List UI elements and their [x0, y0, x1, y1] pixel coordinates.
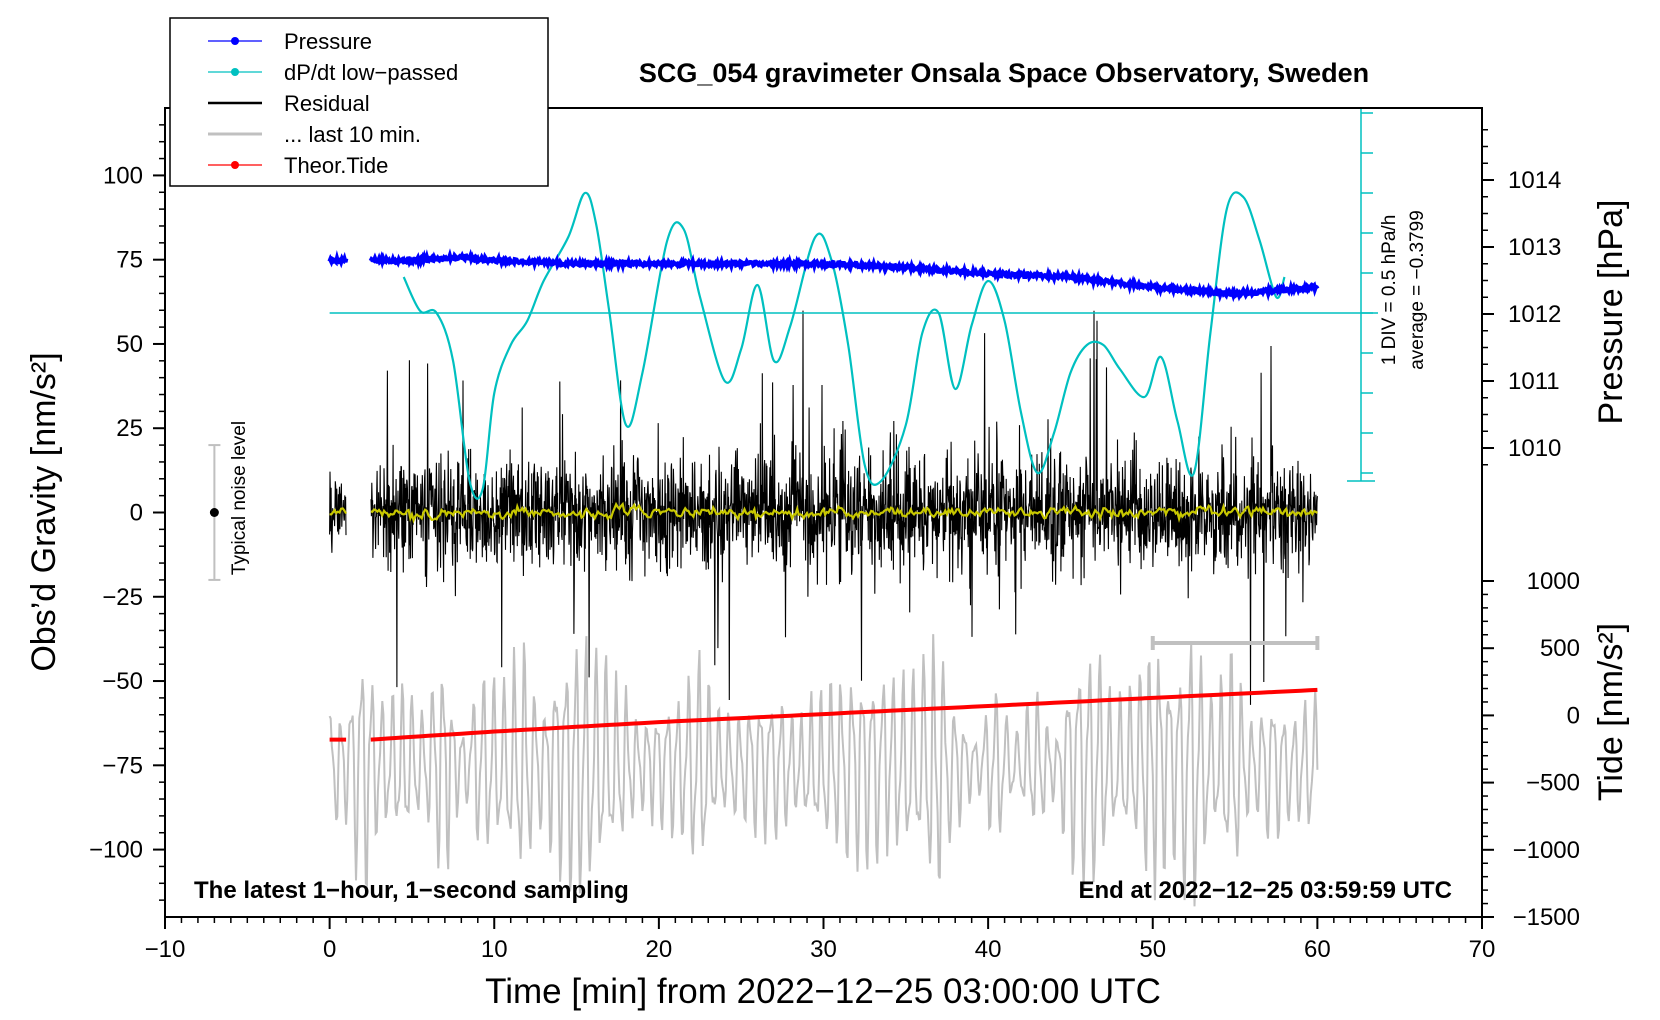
x-tick-label: 40 [975, 936, 1002, 963]
legend-label: Pressure [284, 29, 372, 54]
y-tick-label: −75 [102, 752, 143, 779]
pressure-tick-label: 1013 [1508, 234, 1561, 261]
legend-marker [231, 37, 239, 45]
dpdt-average-label: average = −0.3799 [1407, 210, 1428, 370]
legend-marker [231, 68, 239, 76]
y-tick-label: 100 [103, 162, 143, 189]
tide-tick-label: −1000 [1513, 837, 1580, 864]
last-10-min-series-line [328, 634, 1319, 907]
y-tick-label: −100 [89, 837, 143, 864]
x-tick-label: 30 [810, 936, 837, 963]
y-axis-label-gravity: Obs’d Gravity [nm/s²] [25, 352, 63, 671]
annotation-latest-sampling: The latest 1−hour, 1−second sampling [194, 877, 629, 904]
pressure-series-line [327, 248, 1320, 303]
chart-title: SCG_054 gravimeter Onsala Space Observat… [639, 58, 1369, 88]
tide-tick-label: 0 [1567, 702, 1580, 729]
residual-series-group [329, 310, 1318, 705]
last-10-min-series-group [328, 634, 1319, 907]
y-tick-label: 0 [130, 500, 143, 527]
residual-smoothed-line [329, 501, 1318, 524]
dpdt-series-line [402, 191, 1286, 500]
typical-noise-bar [208, 444, 221, 581]
residual-smoothed-series-group [329, 501, 1318, 524]
annotation-end-time: End at 2022−12−25 03:59:59 UTC [1078, 877, 1452, 904]
legend-label: Theor.Tide [284, 153, 388, 178]
pressure-tick-label: 1012 [1508, 301, 1561, 328]
last-10-min-bar [1150, 636, 1320, 650]
pressure-tick-label: 1011 [1508, 368, 1560, 395]
y-tick-label: 25 [116, 415, 143, 442]
x-tick-label: 20 [646, 936, 673, 963]
x-axis-label: Time [min] from 2022−12−25 03:00:00 UTC [485, 972, 1161, 1011]
axis-ticks: −10 0 10 20 30 40 50 60 701007550250−25−50−75−10… [89, 124, 1580, 963]
legend-label: dP/dt low−passed [284, 60, 458, 85]
residual-series-line [329, 310, 1318, 705]
dpdt-scale-axis [1347, 108, 1375, 482]
y-tick-label: 75 [116, 247, 143, 274]
series-lines-group [327, 191, 1378, 742]
x-tick-label: 70 [1469, 936, 1496, 963]
pressure-tick-label: 1014 [1508, 167, 1561, 194]
tide-tick-label: −1500 [1513, 904, 1580, 931]
y-tick-label: 50 [116, 331, 143, 358]
x-tick-label: 10 [481, 936, 508, 963]
legend-marker [231, 161, 239, 169]
tide-tick-label: 500 [1540, 635, 1580, 662]
x-tick-label: 60 [1304, 936, 1331, 963]
tide-tick-label: 1000 [1527, 568, 1580, 595]
legend: Pressure dP/dt low−passed Residual ... last… [169, 17, 549, 187]
legend-label: ... last 10 min. [284, 122, 421, 147]
noise-bar-dot [209, 508, 219, 517]
y-tick-label: −25 [102, 584, 143, 611]
x-tick-label: 0 [323, 936, 336, 963]
legend-label: Residual [284, 91, 370, 116]
tide-tick-label: −500 [1526, 770, 1580, 797]
dpdt-scale-label: 1 DIV = 0.5 hPa/h [1379, 215, 1400, 366]
pressure-tick-label: 1010 [1508, 435, 1561, 462]
y-axis-label-pressure: Pressure [hPa] [1592, 200, 1630, 425]
y-axis-label-tide: Tide [nm/s²] [1592, 623, 1630, 801]
tide-series-line [329, 687, 1318, 742]
typical-noise-label: Typical noise level [229, 421, 250, 575]
x-tick-label: −10 [145, 936, 186, 963]
x-tick-label: 50 [1139, 936, 1166, 963]
y-tick-label: −50 [102, 668, 143, 695]
